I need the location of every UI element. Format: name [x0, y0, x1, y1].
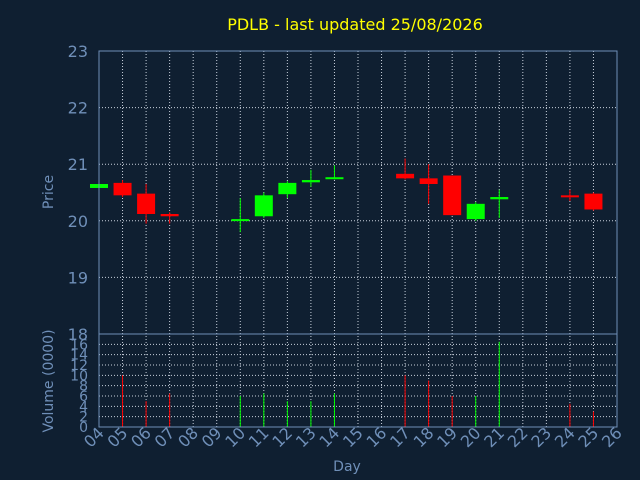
x-tick-label: 26 [598, 423, 626, 451]
price-tick-label: 18 [68, 325, 88, 344]
candle-body [301, 180, 320, 183]
candle-body [466, 203, 485, 220]
volume-tick-label: 14 [70, 348, 88, 364]
candle-body [231, 219, 250, 222]
price-tick-label: 21 [68, 155, 88, 174]
candle-body [137, 193, 156, 215]
axis-layer: 1819202122230246810121416040506070809101… [68, 42, 626, 451]
candle-body [160, 214, 179, 217]
volume-tick-label: 16 [70, 337, 88, 353]
candle-body [325, 177, 344, 180]
grid-layer [99, 51, 617, 427]
volume-layer [122, 341, 594, 427]
candle-body [396, 173, 415, 179]
candle-body [443, 175, 462, 216]
volume-axis-label: Volume (0000) [41, 329, 57, 432]
volume-plot-frame [98, 333, 618, 428]
candle-body [113, 182, 132, 196]
x-axis-label: Day [333, 459, 361, 475]
volume-tick-label: 0 [79, 420, 88, 436]
candle-body [278, 182, 297, 195]
price-tick-label: 19 [68, 268, 88, 287]
price-tick-label: 22 [68, 99, 88, 118]
price-axis-label: Price [41, 175, 57, 209]
candle-body [560, 195, 579, 198]
volume-tick-label: 4 [79, 399, 88, 415]
candle-body [419, 178, 438, 185]
volume-tick-label: 12 [70, 358, 88, 374]
chart-title: PDLB - last updated 25/08/2026 [227, 15, 483, 34]
volume-tick-label: 6 [79, 389, 88, 405]
price-tick-label: 23 [68, 42, 88, 61]
volume-tick-label: 8 [79, 379, 88, 395]
candle-body [254, 195, 273, 217]
volume-tick-label: 2 [79, 410, 88, 426]
candle-body [584, 193, 603, 210]
candle-body [490, 197, 509, 200]
price-tick-label: 20 [68, 212, 88, 231]
volume-tick-label: 10 [70, 368, 88, 384]
